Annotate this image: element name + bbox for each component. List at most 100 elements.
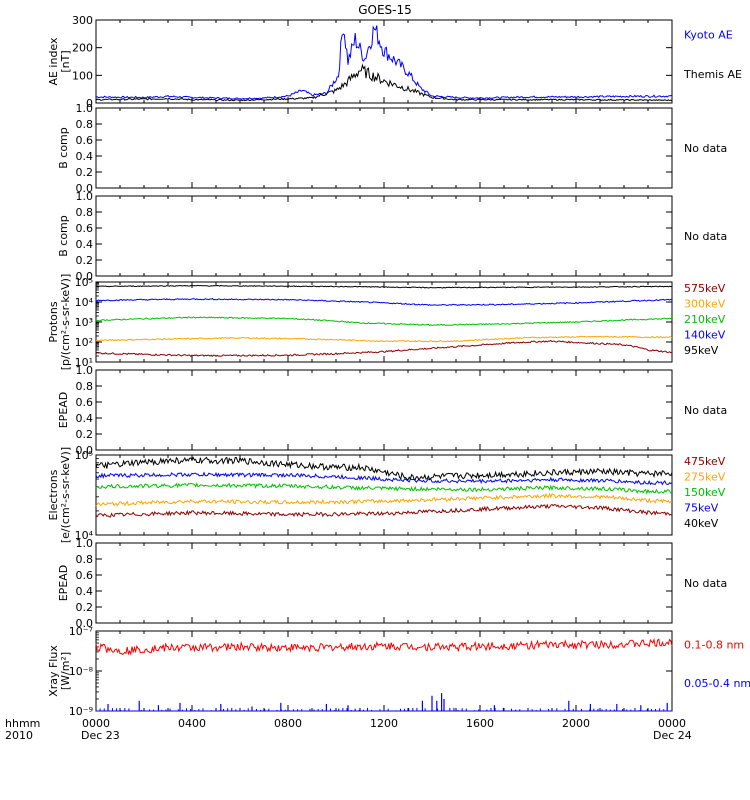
panel-xray: 10⁻⁹ 10⁻⁸ 10⁻⁷ Xray Flux [W/m²] 0.1-0.8 nm 0.0… <box>47 625 750 718</box>
panel-frame <box>95 281 673 363</box>
time-axis-row2-label: 2010 <box>5 729 33 742</box>
x-tick-label: 1200 <box>370 717 398 730</box>
y-tick-label: 0.6 <box>76 569 94 582</box>
legend-entry: 300keV <box>684 298 726 311</box>
legend-entry: 575keV <box>684 282 726 295</box>
legend-entry: 475keV <box>684 455 726 468</box>
y-tick-label: 0.6 <box>76 396 94 409</box>
panel-epead1: 0.0 0.2 0.4 0.6 0.8 1.0 EPEAD No data <box>57 364 727 457</box>
series-line-150kev <box>95 482 673 495</box>
panel-frame <box>95 454 673 536</box>
time-axis-end-date: Dec 24 <box>653 729 692 742</box>
y-tick-label: 0.8 <box>76 118 94 131</box>
y-tick-label: 0.2 <box>76 254 94 267</box>
y-tick-label: 0.4 <box>76 585 94 598</box>
series-line-140kev <box>95 298 673 307</box>
legend-entry: 95keV <box>684 344 719 357</box>
y-axis-title: EPEAD <box>57 565 70 602</box>
panel-frame <box>95 542 673 624</box>
y-axis-title: AE index <box>47 37 60 86</box>
legend-entry: 40keV <box>684 517 719 530</box>
time-axis-start-date: Dec 23 <box>81 729 120 742</box>
y-axis-title: B comp <box>57 127 70 169</box>
y-axis-title: [nT] <box>59 50 72 72</box>
y-axis-title: [W/m²] <box>59 652 72 690</box>
panel-ae: 0 100 200 300 AE index [nT] Kyoto AE Themis AE <box>47 14 742 110</box>
y-tick-label: 0.6 <box>76 134 94 147</box>
legend-entry: 210keV <box>684 313 726 326</box>
y-tick-label: 0.8 <box>76 206 94 219</box>
legend-entry: 140keV <box>684 329 726 342</box>
panel-frame <box>95 369 673 451</box>
panel-epead2: 0.0 0.2 0.4 0.6 0.8 1.0 EPEAD No data <box>57 537 727 630</box>
y-axis-title: Protons <box>47 301 60 342</box>
time-axis: hhmm 2010 Dec 23 Dec 24 0000 0400 0800 1200… <box>5 717 692 742</box>
y-tick-label: 10² <box>75 336 93 349</box>
panel-frame <box>95 19 673 104</box>
y-tick-label: 200 <box>72 42 93 55</box>
x-tick-label: 0400 <box>178 717 206 730</box>
y-tick-label: 10⁻⁸ <box>69 665 94 678</box>
y-tick-label: 0.2 <box>76 166 94 179</box>
y-tick-label: 10⁵ <box>75 276 93 289</box>
series-line-0-1-0-8-nm <box>95 637 673 656</box>
time-axis-row1-label: hhmm <box>5 717 40 730</box>
x-tick-label: 0000 <box>82 717 110 730</box>
y-tick-label: 10⁴ <box>75 296 94 309</box>
y-tick-label: 1.0 <box>76 190 94 203</box>
series-line-95kev <box>95 284 672 289</box>
y-tick-label: 0.8 <box>76 380 94 393</box>
legend-entry: 150keV <box>684 486 726 499</box>
legend-entry: 75keV <box>684 502 719 515</box>
y-axis-title: Xray Flux <box>47 645 60 697</box>
panel-bcomp2: 0.0 0.2 0.4 0.6 0.8 1.0 B comp No data <box>57 190 727 283</box>
y-tick-label: 0.4 <box>76 150 94 163</box>
series-line-40kev <box>95 455 673 481</box>
y-tick-label: 10⁵ <box>75 449 93 462</box>
legend-entry: Kyoto AE <box>684 28 733 41</box>
y-tick-label: 0.0 <box>76 182 94 195</box>
x-tick-label: 0000 <box>658 717 686 730</box>
y-tick-label: 0.6 <box>76 222 94 235</box>
y-axis-title: [e/(cm²-s-sr-keV)] <box>59 447 72 543</box>
y-axis-title: B comp <box>57 215 70 257</box>
no-data-label: No data <box>684 142 727 155</box>
legend-entry: Themis AE <box>683 68 742 81</box>
y-tick-label: 100 <box>72 69 93 82</box>
chart-title: GOES-15 <box>358 3 412 17</box>
panel-bcomp1: 0.0 0.2 0.4 0.6 0.8 1.0 B comp No data <box>57 102 727 195</box>
legend-entry: 0.1-0.8 nm <box>684 639 744 652</box>
no-data-label: No data <box>684 230 727 243</box>
panel-protons: 10¹ 10² 10³ 10⁴ 10⁵ Protons [p/(cm²-s-sr-keV)]… <box>47 274 726 371</box>
legend-entry: 275keV <box>684 471 726 484</box>
x-tick-label: 0800 <box>274 717 302 730</box>
y-axis-title: [p/(cm²-s-sr-keV)] <box>59 274 72 371</box>
series-line-575kev <box>95 339 673 358</box>
y-tick-label: 0 <box>86 97 93 110</box>
series-line-210kev <box>95 316 673 327</box>
no-data-label: No data <box>684 404 727 417</box>
y-tick-label: 0.4 <box>76 238 94 251</box>
panel-frame <box>95 195 673 277</box>
series-line-kyoto-ae <box>95 25 673 100</box>
y-tick-label: 10³ <box>75 316 93 329</box>
panel-electrons: 10⁴ 10⁵ Electrons [e/(cm²-s-sr-keV)] 475keV 2… <box>47 447 726 543</box>
y-tick-label: 0.8 <box>76 553 94 566</box>
y-tick-label: 10¹ <box>75 356 93 369</box>
y-tick-label: 1.0 <box>76 102 94 115</box>
y-tick-label: 10⁻⁷ <box>69 625 93 638</box>
no-data-label: No data <box>684 577 727 590</box>
y-tick-label: 10⁴ <box>75 529 94 542</box>
x-tick-label: 1600 <box>466 717 494 730</box>
y-axis-title: Electrons <box>47 469 60 520</box>
y-tick-label: 1.0 <box>76 364 94 377</box>
series-line-300kev <box>95 335 673 343</box>
y-tick-label: 0.2 <box>76 428 94 441</box>
series-line-themis-ae <box>95 63 673 102</box>
y-tick-label: 10⁻⁹ <box>69 705 93 718</box>
x-tick-label: 2000 <box>562 717 590 730</box>
y-tick-label: 1.0 <box>76 537 94 550</box>
y-tick-label: 0.4 <box>76 412 94 425</box>
